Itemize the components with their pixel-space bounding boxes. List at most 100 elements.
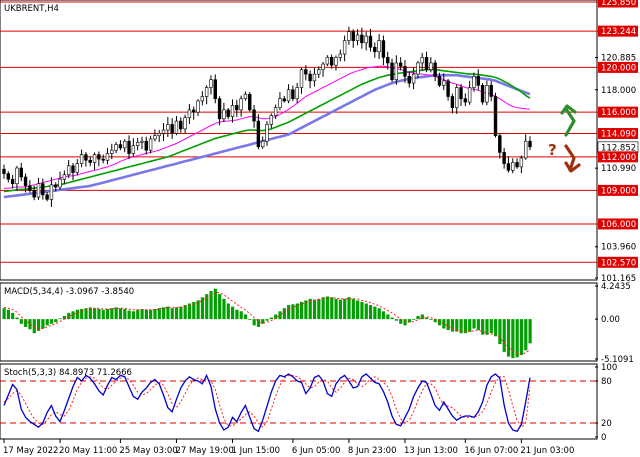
macd-bar bbox=[36, 319, 41, 331]
price-tick-label: 116.000 bbox=[601, 108, 636, 118]
forecast-annotations: ? bbox=[548, 104, 581, 173]
macd-bar bbox=[321, 297, 325, 320]
stoch-tick-label: 0 bbox=[601, 433, 606, 443]
candle-body bbox=[390, 62, 394, 81]
macd-bar bbox=[153, 308, 157, 320]
price-tick-label: 120.000 bbox=[601, 63, 636, 73]
macd-bar bbox=[41, 319, 45, 329]
candle-body bbox=[148, 138, 153, 151]
candle-body bbox=[118, 144, 123, 149]
candle-body bbox=[278, 98, 282, 108]
price-tag-bg bbox=[598, 256, 638, 268]
macd-bar bbox=[416, 315, 420, 320]
candle-body bbox=[114, 144, 118, 151]
macd-bar bbox=[308, 298, 312, 320]
candlesticks bbox=[2, 26, 532, 207]
candle-body bbox=[502, 152, 506, 164]
macd-tick-label: 0.00 bbox=[601, 315, 620, 325]
macd-bar bbox=[343, 298, 347, 320]
candle-body bbox=[317, 69, 321, 75]
macd-bar bbox=[54, 319, 58, 323]
candle-body bbox=[386, 57, 390, 64]
candle-body bbox=[161, 129, 166, 134]
macd-bar bbox=[412, 319, 416, 320]
candle-body bbox=[217, 98, 222, 120]
candle-body bbox=[364, 35, 368, 44]
candle-body bbox=[338, 53, 342, 58]
candle-body bbox=[2, 168, 6, 174]
candle-body bbox=[110, 149, 114, 154]
macd-bar bbox=[299, 301, 304, 320]
time-tick-label: 8 Jun 23:00 bbox=[348, 446, 397, 456]
price-tick-label: 118.000 bbox=[601, 86, 636, 96]
candle-body bbox=[416, 62, 420, 75]
macd-bar bbox=[252, 319, 256, 326]
candle-body bbox=[360, 34, 364, 44]
candle-body bbox=[506, 163, 511, 171]
candle-body bbox=[429, 62, 433, 70]
candle-body bbox=[528, 140, 532, 148]
macd-bar bbox=[425, 317, 429, 320]
candle-body bbox=[200, 96, 205, 102]
price-tick-label: 103.960 bbox=[601, 243, 636, 253]
candle-body bbox=[256, 120, 261, 148]
time-tick-label: 20 May 11:00 bbox=[59, 446, 117, 456]
macd-bar bbox=[187, 303, 192, 320]
macd-bar bbox=[105, 308, 110, 320]
candle-body bbox=[75, 163, 79, 173]
macd-bar bbox=[170, 308, 174, 320]
candle-body bbox=[127, 140, 131, 154]
candle-body bbox=[10, 178, 15, 184]
candle-body bbox=[66, 165, 71, 176]
macd-bar bbox=[235, 309, 239, 320]
macd-bar bbox=[295, 303, 299, 320]
macd-bar bbox=[282, 308, 286, 320]
macd-bar bbox=[45, 319, 49, 326]
price-tag-bg bbox=[598, 61, 638, 73]
candle-body bbox=[260, 140, 265, 148]
price-tick-label: 102.570 bbox=[601, 258, 636, 268]
macd-bar bbox=[140, 308, 144, 320]
macd-bar bbox=[312, 299, 317, 320]
candle-body bbox=[377, 40, 381, 53]
time-tick-label: 17 May 2022 bbox=[3, 446, 58, 456]
macd-bar bbox=[446, 319, 450, 331]
macd-bar bbox=[213, 288, 217, 320]
macd-bar bbox=[71, 311, 75, 320]
macd-bar bbox=[433, 319, 437, 323]
macd-bar bbox=[347, 297, 351, 320]
macd-bar bbox=[407, 319, 411, 323]
macd-bar bbox=[67, 312, 71, 320]
price-tag-bg bbox=[598, 106, 638, 118]
macd-bar bbox=[472, 319, 476, 329]
macd-bar bbox=[19, 319, 23, 324]
candle-body bbox=[455, 87, 459, 108]
macd-bar bbox=[118, 308, 123, 320]
candle-body bbox=[58, 178, 62, 188]
macd-bar bbox=[84, 308, 88, 320]
price-tick-label: 109.000 bbox=[601, 186, 636, 196]
candle-body bbox=[480, 84, 485, 103]
candle-body bbox=[209, 79, 213, 88]
main-panel-frame bbox=[0, 0, 598, 281]
arrow-up-icon bbox=[560, 104, 577, 137]
macd-bar bbox=[455, 319, 459, 332]
candle-body bbox=[92, 154, 97, 163]
candle-body bbox=[248, 93, 252, 111]
candle-body bbox=[286, 89, 291, 102]
macd-bar bbox=[368, 305, 373, 320]
candle-body bbox=[174, 120, 179, 134]
macd-bar bbox=[32, 319, 36, 334]
time-tick-label: 13 Jun 13:00 bbox=[404, 446, 458, 456]
macd-bar bbox=[88, 307, 92, 320]
candle-body bbox=[170, 124, 174, 134]
macd-bar bbox=[338, 299, 342, 320]
macd-bar bbox=[11, 312, 15, 320]
candle-body bbox=[196, 100, 200, 113]
macd-bar bbox=[506, 319, 511, 357]
macd-bar bbox=[75, 309, 79, 320]
macd-bar bbox=[291, 304, 295, 320]
candle-body bbox=[101, 158, 105, 161]
candle-body bbox=[368, 35, 373, 48]
